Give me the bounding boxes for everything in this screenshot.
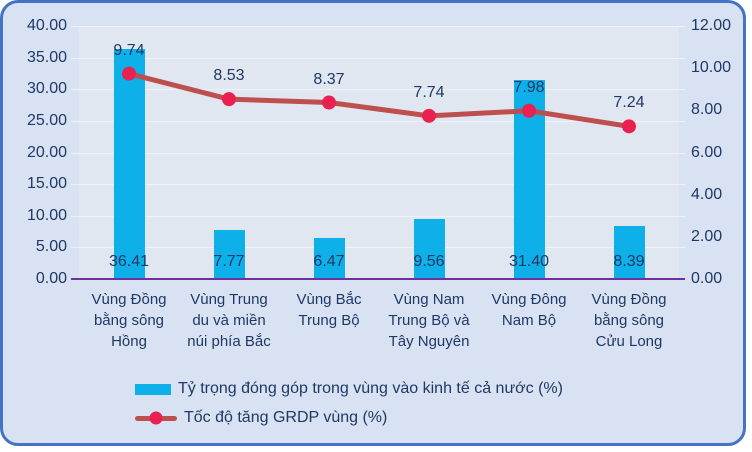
bar-4 <box>413 218 445 279</box>
left-axis-tick: 30.00 <box>26 80 67 98</box>
plot-area: 36.41 7.77 6.47 9.56 31.40 8.39 9.74 8.53 8.37 7.… <box>71 26 685 280</box>
left-axis-tick: 25.00 <box>26 111 67 129</box>
bar-series-swatch-icon <box>135 383 171 395</box>
gridline <box>71 152 685 154</box>
grdp-region-chart: 40.00 35.00 30.00 25.00 20.00 15.00 10.00 5.00 0… <box>0 0 746 446</box>
bar-value-label: 6.47 <box>313 253 345 270</box>
bar-value-label: 7.77 <box>213 253 245 270</box>
gridline <box>71 184 685 186</box>
line-marker-2 <box>222 92 236 107</box>
left-axis-tick: 20.00 <box>26 143 67 161</box>
bar-2 <box>213 229 245 279</box>
right-axis-tick: 6.00 <box>691 143 723 161</box>
line-value-label: 7.98 <box>513 78 545 96</box>
left-y-axis: 40.00 35.00 30.00 25.00 20.00 15.00 10.00 5.00 0… <box>15 17 67 287</box>
legend-item-bar-series: Tỷ trọng đóng góp trong vùng vào kinh tế… <box>135 379 563 399</box>
right-y-axis: 12.00 10.00 8.00 6.00 4.00 2.00 0.00 <box>691 17 743 287</box>
line-marker-6 <box>622 119 636 134</box>
line-value-label: 8.53 <box>213 67 245 85</box>
line-value-label: 8.37 <box>313 70 345 88</box>
gridline <box>71 89 685 91</box>
right-axis-tick: 10.00 <box>691 59 732 77</box>
legend-item-line-series: Tốc độ tăng GRDP vùng (%) <box>135 408 563 428</box>
left-axis-tick: 15.00 <box>26 175 67 193</box>
grdp-line-series <box>122 66 636 134</box>
right-axis-tick: 12.00 <box>691 17 732 34</box>
left-axis-tick: 10.00 <box>26 206 67 224</box>
right-axis-tick: 4.00 <box>691 185 723 203</box>
bar-6 <box>613 225 645 279</box>
bar-value-label: 36.41 <box>108 253 150 270</box>
category-label-1: Vùng Đồng bằng sông Hồng <box>91 291 167 350</box>
right-axis-tick: 8.00 <box>691 101 723 119</box>
category-label-2: Vùng Trung du và miền núi phía Bắc <box>187 291 271 350</box>
legend-label-line-series: Tốc độ tăng GRDP vùng (%) <box>184 409 388 426</box>
line-value-label: 7.74 <box>413 83 445 101</box>
line-value-label: 9.74 <box>113 41 145 59</box>
right-axis-tick: 2.00 <box>691 227 723 245</box>
bar-value-label: 31.40 <box>508 253 550 270</box>
category-label-3: Vùng Bắc Trung Bộ <box>296 291 362 329</box>
category-label-4: Vùng Nam Trung Bộ và Tây Nguyên <box>388 291 470 350</box>
chart-legend: Tỷ trọng đóng góp trong vùng vào kinh tế… <box>135 379 563 428</box>
line-marker-1 <box>122 66 136 81</box>
line-value-label: 7.24 <box>613 94 645 112</box>
gridline <box>71 26 685 27</box>
left-axis-tick: 35.00 <box>26 48 67 66</box>
left-axis-tick: 0.00 <box>35 270 67 287</box>
left-axis-tick: 40.00 <box>26 17 67 34</box>
grdp-line <box>126 71 632 129</box>
left-axis-tick: 5.00 <box>35 238 67 256</box>
gridline <box>71 215 685 217</box>
line-series-swatch-icon <box>135 411 177 425</box>
category-label-6: Vùng Đồng bằng sông Cửu Long <box>591 291 667 350</box>
bar-value-label: 8.39 <box>613 253 645 270</box>
bar-1 <box>113 48 145 279</box>
legend-label-bar-series: Tỷ trọng đóng góp trong vùng vào kinh tế… <box>178 380 563 397</box>
line-marker-5 <box>522 103 536 118</box>
line-marker-icon <box>149 411 163 425</box>
x-axis-line <box>71 278 685 280</box>
line-marker-4 <box>422 108 436 123</box>
line-marker-3 <box>322 95 336 110</box>
gridline <box>71 247 685 249</box>
right-axis-tick: 0.00 <box>691 270 723 287</box>
bar-value-label: 9.56 <box>413 253 445 270</box>
category-label-5: Vùng Đông Nam Bộ <box>491 291 567 329</box>
gridline <box>71 120 685 122</box>
bar-3 <box>313 238 345 279</box>
gridline <box>71 57 685 59</box>
